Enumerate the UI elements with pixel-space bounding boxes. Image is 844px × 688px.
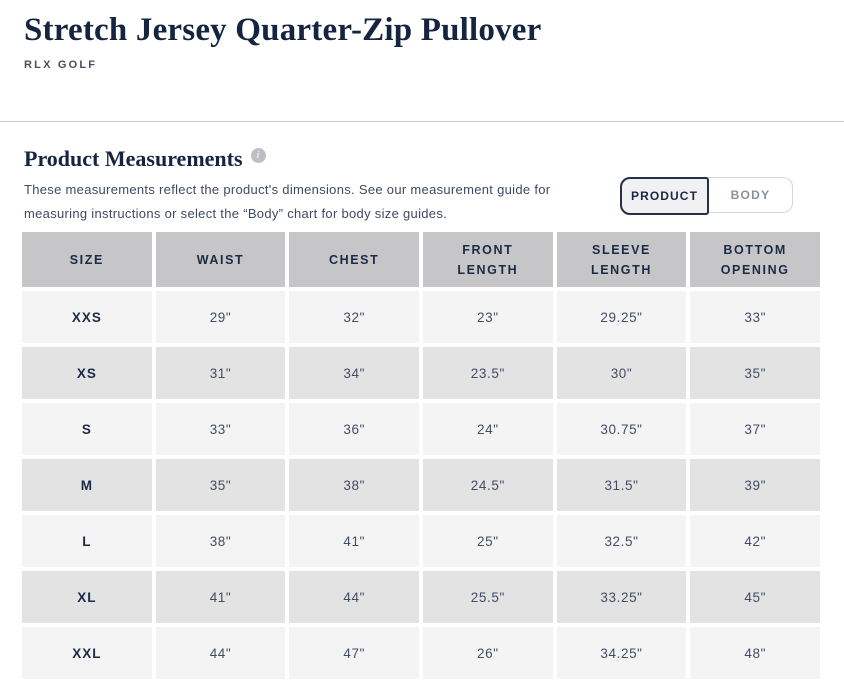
table-cell: 32.5"	[556, 515, 687, 567]
table-cell: 47"	[289, 627, 419, 679]
table-cell: 24"	[423, 403, 553, 455]
section-description: These measurements reflect the product's…	[24, 178, 599, 226]
col-header-waist: WAIST	[155, 232, 286, 287]
col-header-front-length: FRONT LENGTH	[423, 232, 553, 287]
table-cell: 35"	[690, 347, 820, 399]
table-cell: 35"	[155, 459, 286, 511]
col-header-chest: CHEST	[289, 232, 419, 287]
description-line-1: These measurements reflect the product's…	[24, 182, 551, 197]
table-cell: 37"	[690, 403, 820, 455]
info-icon[interactable]: i	[250, 148, 266, 163]
table-cell: 42"	[690, 515, 820, 567]
size-label: XXL	[22, 627, 152, 679]
table-cell: 41"	[289, 515, 419, 567]
table-cell: 36"	[289, 403, 419, 455]
table-cell: 33"	[690, 291, 820, 343]
table-cell: 26"	[423, 627, 553, 679]
size-label: XXS	[22, 291, 152, 343]
table-cell: 23"	[423, 291, 553, 343]
table-cell: 31.5"	[556, 459, 687, 511]
table-cell: 39"	[690, 459, 820, 511]
table-cell: 29"	[155, 291, 286, 343]
table-cell: 29.25"	[556, 291, 687, 343]
tab-product[interactable]: PRODUCT	[620, 177, 709, 215]
col-header-bottom-opening: BOTTOM OPENING	[690, 232, 820, 287]
section-divider	[0, 121, 844, 122]
table-cell: 34"	[289, 347, 419, 399]
size-label: M	[22, 459, 152, 511]
table-cell: 30.75"	[556, 403, 687, 455]
col-header-size: SIZE	[22, 232, 152, 287]
table-cell: 33"	[155, 403, 286, 455]
table-cell: 38"	[155, 515, 286, 567]
table-cell: 32"	[289, 291, 419, 343]
description-line-2: measuring instructions or select the “Bo…	[24, 206, 448, 221]
size-label: XS	[22, 347, 152, 399]
table-cell: 30"	[556, 347, 687, 399]
table-cell: 31"	[155, 347, 286, 399]
table-cell: 38"	[289, 459, 419, 511]
table-cell: 25"	[423, 515, 553, 567]
measurements-table: SIZE WAIST CHEST FRONT LENGTH SLEEVE LEN…	[22, 232, 820, 679]
table-cell: 33.25"	[556, 571, 687, 623]
table-cell: 41"	[155, 571, 286, 623]
table-cell: 34.25"	[556, 627, 687, 679]
product-header: Stretch Jersey Quarter-Zip Pullover RLX …	[0, 0, 844, 71]
brand-label: RLX GOLF	[24, 59, 98, 71]
table-cell: 44"	[155, 627, 286, 679]
table-cell: 25.5"	[423, 571, 553, 623]
table-cell: 24.5"	[423, 459, 553, 511]
product-title: Stretch Jersey Quarter-Zip Pullover	[24, 12, 542, 48]
tab-body[interactable]: BODY	[709, 178, 792, 212]
table-cell: 48"	[690, 627, 820, 679]
col-header-sleeve-length: SLEEVE LENGTH	[556, 232, 687, 287]
size-label: L	[22, 515, 152, 567]
size-label: S	[22, 403, 152, 455]
section-heading: Product Measurements	[24, 146, 243, 171]
chart-type-toggle: PRODUCT BODY	[620, 177, 793, 215]
table-cell: 45"	[690, 571, 820, 623]
size-label: XL	[22, 571, 152, 623]
section-heading-row: Product Measurements i	[24, 146, 820, 172]
table-cell: 23.5"	[423, 347, 553, 399]
table-cell: 44"	[289, 571, 419, 623]
measurements-section: Product Measurements i These measurement…	[0, 122, 844, 226]
